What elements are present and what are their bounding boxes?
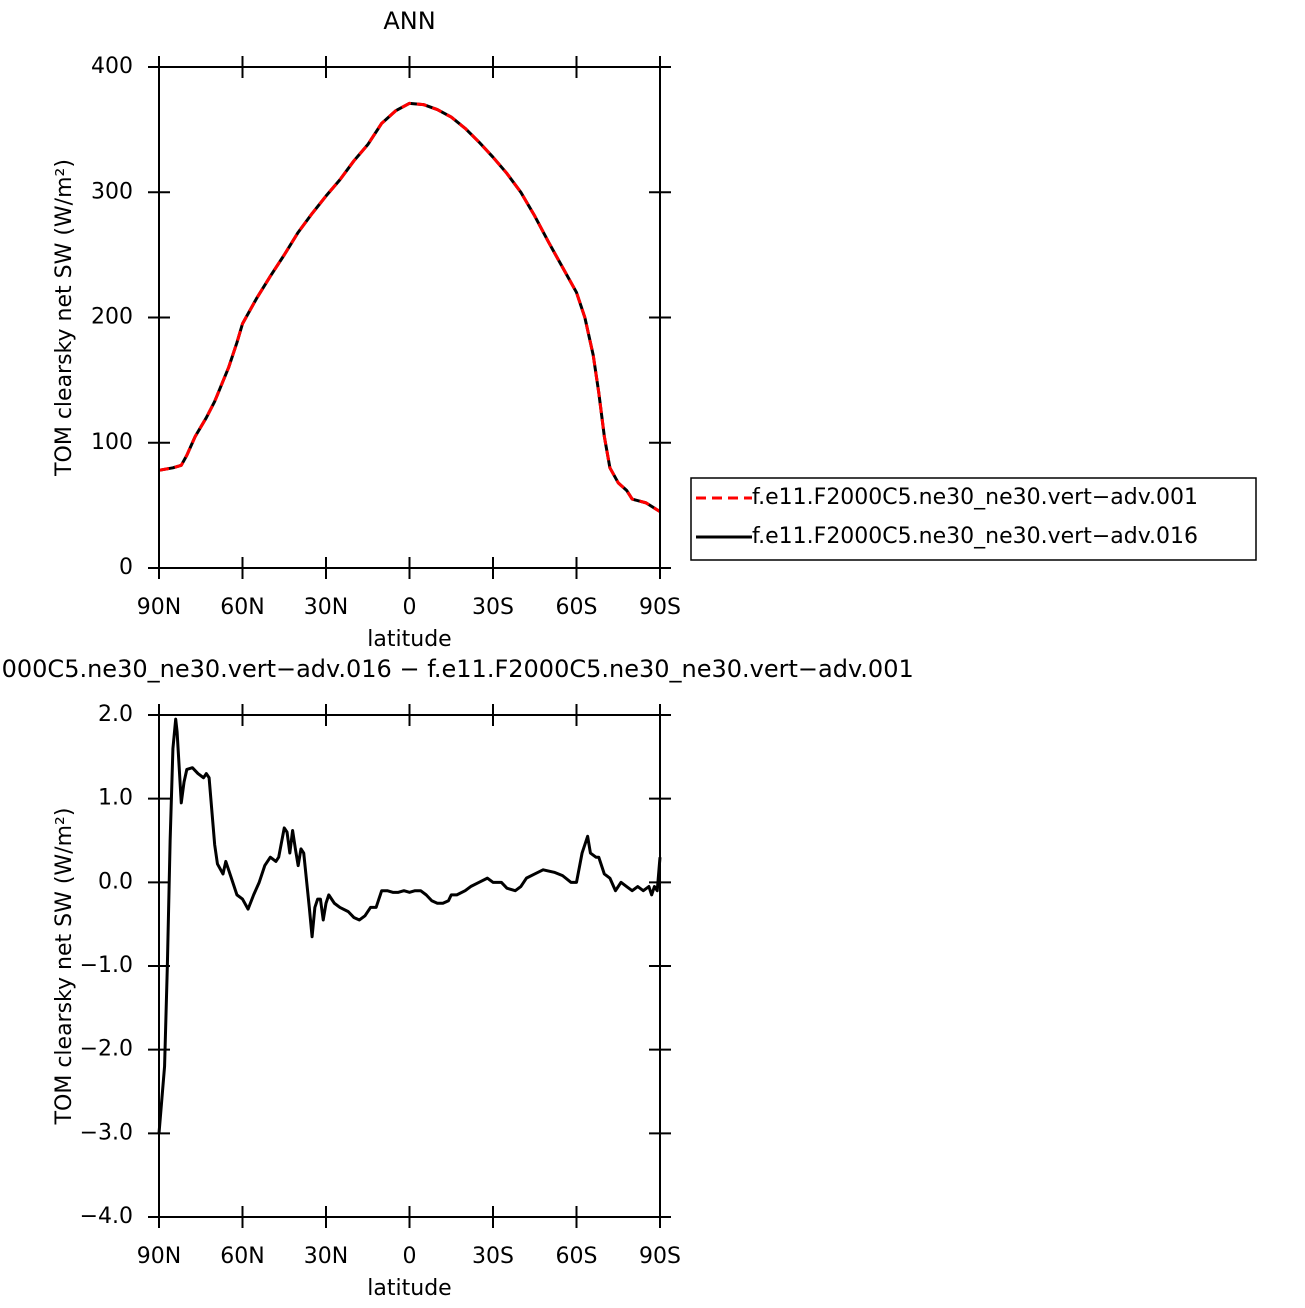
y-tick-label: 200 xyxy=(91,305,133,330)
x-tick-label: 0 xyxy=(403,1244,417,1269)
x-tick-label: 90S xyxy=(639,1244,681,1269)
y-tick-label: 300 xyxy=(91,179,133,204)
x-tick-label: 30N xyxy=(304,595,348,620)
legend-label: f.e11.F2000C5.ne30_ne30.vert−adv.001 xyxy=(752,485,1198,510)
y-tick-label: 400 xyxy=(91,54,133,79)
data-line xyxy=(158,101,661,513)
legend-label: f.e11.F2000C5.ne30_ne30.vert−adv.016 xyxy=(752,524,1198,549)
x-tick-label: 90N xyxy=(137,1244,181,1269)
data-line xyxy=(157,717,662,1134)
y-tick-label: 100 xyxy=(91,430,133,455)
x-tick-label: 30S xyxy=(472,595,514,620)
x-axis-label: latitude xyxy=(367,1276,451,1301)
y-tick-label: −1.0 xyxy=(80,953,133,978)
x-tick-label: 90N xyxy=(137,595,181,620)
data-line xyxy=(158,101,661,513)
x-tick-label: 90S xyxy=(639,595,681,620)
x-tick-label: 30N xyxy=(304,1244,348,1269)
plot-frame xyxy=(158,66,661,569)
y-tick-label: 1.0 xyxy=(98,786,133,811)
y-axis-label: TOM clearsky net SW (W/m²) xyxy=(52,159,77,477)
y-tick-label: −2.0 xyxy=(80,1037,133,1062)
y-tick-label: 0 xyxy=(119,555,133,580)
legend-box xyxy=(690,477,1257,561)
y-tick-label: −4.0 xyxy=(80,1204,133,1229)
x-tick-label: 60S xyxy=(556,595,598,620)
x-tick-label: 60N xyxy=(220,595,264,620)
y-tick-label: −3.0 xyxy=(80,1120,133,1145)
x-tick-label: 30S xyxy=(472,1244,514,1269)
chart-title: ANN xyxy=(383,7,435,35)
x-tick-label: 60N xyxy=(220,1244,264,1269)
x-tick-label: 60S xyxy=(556,1244,598,1269)
y-tick-label: 0.0 xyxy=(98,869,133,894)
plot-frame xyxy=(158,714,661,1218)
y-axis-label: TOM clearsky net SW (W/m²) xyxy=(52,808,77,1126)
y-tick-label: 2.0 xyxy=(98,702,133,727)
chart-title: f.e11.F2000C5.ne30_ne30.vert−adv.016 − f… xyxy=(0,655,914,683)
x-tick-label: 0 xyxy=(403,595,417,620)
x-axis-label: latitude xyxy=(367,627,451,652)
